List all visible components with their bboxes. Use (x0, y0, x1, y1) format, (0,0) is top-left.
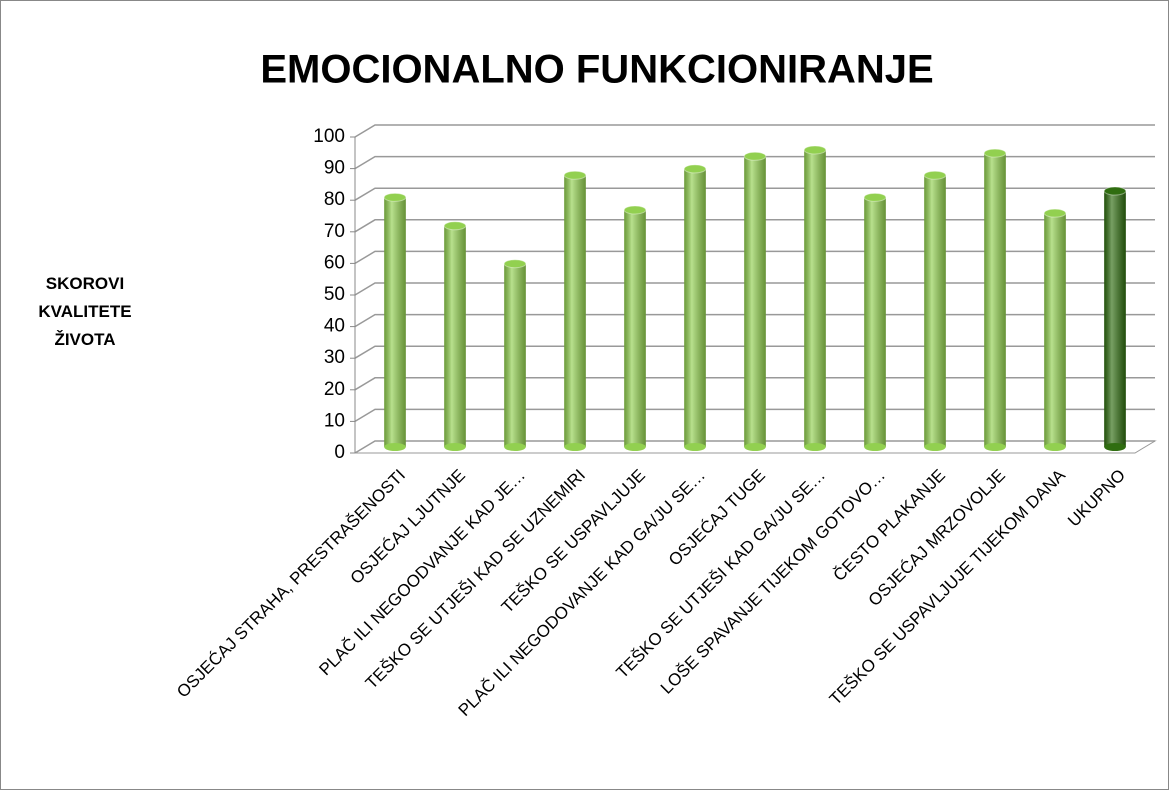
bar (983, 148, 1007, 451)
bar-top (743, 151, 767, 161)
bar-shade (1104, 191, 1126, 447)
bar-shade (444, 225, 466, 447)
bar (743, 151, 767, 451)
grid-line (354, 408, 1155, 423)
grid-line (354, 282, 1155, 296)
bar (443, 221, 467, 451)
y-tick-label: 80 (324, 189, 345, 210)
grid-line (354, 440, 1155, 454)
bar-top (563, 170, 587, 180)
grid-line (354, 155, 1155, 170)
y-tick-label: 50 (324, 284, 345, 305)
y-tick-label: 20 (324, 379, 345, 400)
bar (683, 164, 707, 451)
bar-top (383, 192, 407, 202)
bar (563, 170, 587, 451)
bar-base (744, 443, 766, 451)
bar-shade (564, 175, 586, 448)
chart-title: EMOCIONALNO FUNKCIONIRANJE (260, 48, 933, 92)
grid-line (354, 250, 1155, 265)
y-tick-label: 10 (324, 410, 345, 431)
y-tick-label: 0 (334, 442, 345, 463)
bar (383, 192, 407, 451)
bar (1103, 186, 1127, 451)
bar (863, 192, 887, 451)
bar-shade (384, 197, 406, 447)
grid-line (354, 377, 1155, 391)
grid-line (354, 187, 1155, 201)
grid-line (354, 345, 1155, 359)
bar-shade (804, 149, 826, 447)
bar-base (1044, 443, 1066, 451)
y-tick-label: 100 (313, 126, 345, 147)
bar-shade (1044, 213, 1066, 447)
bar-base (804, 443, 826, 451)
bar (923, 170, 947, 451)
grid-line (354, 219, 1155, 233)
y-axis-label: SKOROVI KVALITETE ŽIVOTA (38, 274, 132, 349)
bar (1043, 208, 1067, 451)
bar-base (684, 443, 706, 451)
bar-top (1103, 186, 1127, 196)
bar-base (864, 443, 886, 451)
bar-top (923, 170, 947, 180)
bar-base (984, 443, 1006, 451)
bar-base (384, 443, 406, 451)
bar (503, 259, 527, 451)
bar-shade (684, 168, 706, 448)
bar (623, 205, 647, 451)
bar-top (443, 221, 467, 231)
bar-base (564, 443, 586, 451)
bar-base (624, 443, 646, 451)
bar-top (983, 148, 1007, 158)
y-tick-label: 90 (324, 158, 345, 179)
y-tick-label: 30 (324, 347, 345, 368)
bar-shade (744, 156, 766, 447)
grid-line (354, 124, 1155, 138)
bar-shade (984, 153, 1006, 447)
bar (803, 145, 827, 451)
bar-shade (924, 175, 946, 448)
y-tick-label: 60 (324, 252, 345, 273)
bar-shade (864, 197, 886, 447)
bar-shade (624, 210, 646, 447)
y-tick-label: 40 (324, 316, 345, 337)
y-tick-label: 70 (324, 221, 345, 242)
bar-top (503, 259, 527, 269)
bar-top (863, 192, 887, 202)
bar-top (683, 164, 707, 174)
bar-top (623, 205, 647, 215)
bar-top (1043, 208, 1067, 218)
grid-line (354, 313, 1155, 328)
bar-shade (504, 263, 526, 447)
bar-base (504, 443, 526, 451)
bar-top (803, 145, 827, 155)
bar-base (924, 443, 946, 451)
bar-base (1104, 443, 1126, 451)
bar-base (444, 443, 466, 451)
